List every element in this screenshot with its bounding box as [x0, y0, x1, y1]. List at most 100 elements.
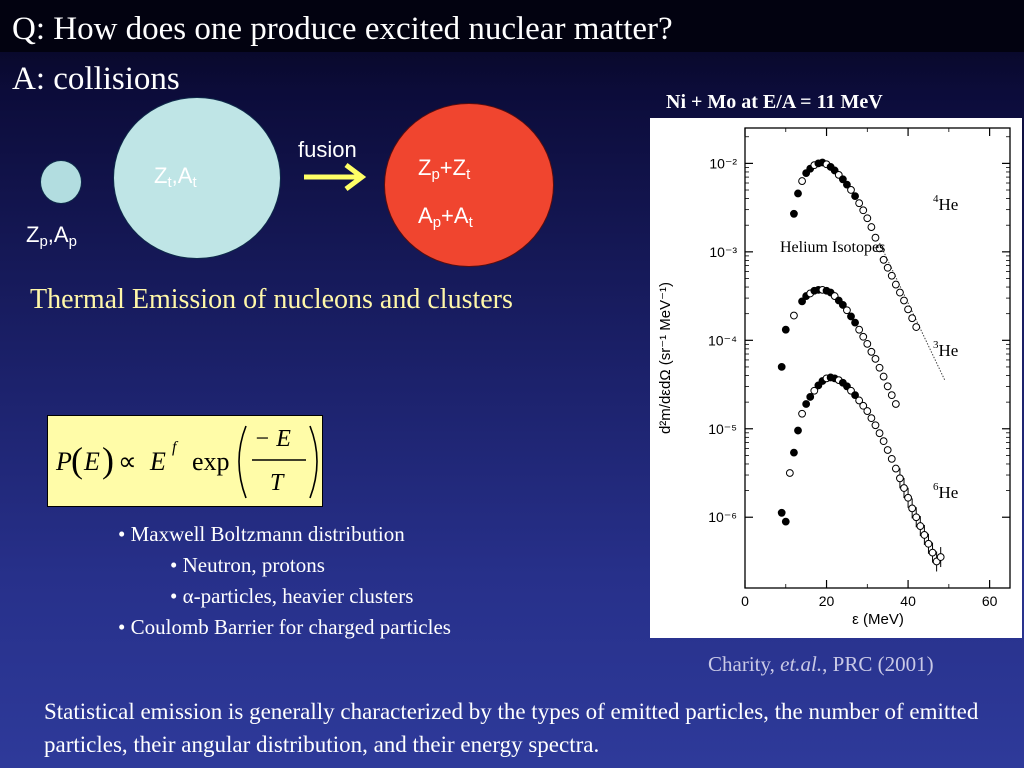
slide-title-question: Q: How does one produce excited nuclear …: [12, 11, 673, 47]
data-point: [891, 280, 900, 289]
data-point: [785, 469, 794, 477]
formula-denominator: T: [270, 470, 285, 496]
data-point: [896, 288, 904, 297]
data-point: [843, 180, 851, 189]
x-axis-label: ε (MeV): [852, 611, 904, 628]
projectile-label: Zp,Ap: [26, 222, 77, 250]
data-point: [871, 421, 880, 430]
x-tick-label: 20: [819, 593, 835, 609]
y-axis-label: d²m/dεdΩ (sr⁻¹ MeV⁻¹): [657, 282, 674, 434]
data-point: [912, 323, 921, 331]
data-point: [855, 396, 864, 405]
x-tick-label: 0: [741, 593, 749, 609]
y-tick-label: 10⁻⁶: [708, 509, 737, 525]
isotope-label: 3He: [933, 339, 958, 360]
data-point: [867, 347, 876, 356]
y-tick-label: 10⁻³: [709, 244, 737, 260]
data-point: [912, 513, 921, 522]
data-point: [859, 401, 868, 410]
data-point: [851, 192, 859, 201]
formula-E-power-base: E: [149, 447, 166, 476]
target-nucleus: [113, 97, 281, 259]
data-point: [798, 177, 806, 185]
data-point: [936, 553, 945, 561]
data-point: [847, 186, 855, 194]
data-point: [790, 209, 798, 218]
data-point: [781, 517, 790, 526]
compound-charge-label: Zp+Zt: [418, 155, 471, 183]
x-tick-label: 60: [982, 593, 998, 609]
fusion-arrow-icon: [304, 163, 367, 191]
slide-title-answer: A: collisions: [12, 61, 180, 97]
data-point: [900, 484, 908, 492]
data-point: [875, 363, 884, 372]
data-point: [794, 189, 802, 198]
helium-spectra-chart: 10⁻² 10⁻³ 10⁻⁴ 10⁻⁵ 10⁻⁶ 0 20 40 60 4He 3He 6He ε…: [657, 127, 1011, 628]
data-point: [790, 311, 798, 320]
formula-proportional: ∝: [118, 447, 137, 476]
title-band: [0, 0, 1024, 52]
data-point: [863, 339, 872, 348]
data-point: [883, 446, 892, 454]
figure-title: Ni + Mo at E/A = 11 MeV: [666, 91, 883, 113]
data-point: [855, 199, 864, 208]
data-point: [875, 244, 884, 253]
fit-line: [879, 242, 946, 381]
data-point: [863, 407, 872, 415]
data-point: [904, 493, 912, 502]
formula-exp: exp: [192, 447, 230, 476]
data-point: [887, 454, 896, 463]
data-point: [875, 429, 884, 438]
data-point: [896, 474, 904, 483]
bullet-item: • Neutron, protons: [170, 553, 325, 577]
data-point: [871, 233, 880, 242]
data-point: [871, 354, 880, 363]
data-point: [777, 508, 786, 517]
bullet-item: • Coulomb Barrier for charged particles: [118, 615, 451, 639]
data-point: [802, 400, 811, 408]
formula-E: E: [83, 447, 100, 476]
formula-numerator: − E: [254, 426, 291, 452]
summary-text: Statistical emission is generally charac…: [44, 699, 979, 757]
formula-box: P ( E ) ∝ E f exp − E T: [47, 415, 323, 507]
y-tick-label: 10⁻²: [709, 155, 737, 171]
data-point: [928, 548, 937, 557]
projectile-nucleus: [40, 160, 82, 204]
data-point: [798, 409, 806, 418]
data-point: [916, 522, 925, 530]
data-point: [777, 362, 786, 371]
data-point: [908, 504, 917, 513]
data-point: [847, 312, 855, 321]
data-point: [904, 305, 912, 314]
plot-frame: [744, 127, 1011, 589]
data-point: [781, 325, 790, 334]
data-point: [891, 400, 900, 408]
formula-P: P: [55, 447, 72, 476]
spectra-plot-panel: 10⁻² 10⁻³ 10⁻⁴ 10⁻⁵ 10⁻⁶ 0 20 40 60 4He 3He 6He ε…: [650, 118, 1022, 638]
bullet-item: • α-particles, heavier clusters: [170, 584, 414, 608]
isotope-label: 4He: [933, 193, 958, 214]
data-point: [843, 306, 851, 315]
data-point: [908, 314, 917, 323]
data-point: [851, 391, 859, 400]
data-point: [879, 372, 888, 381]
data-point: [806, 393, 815, 401]
data-point: [924, 539, 933, 548]
fusion-label: fusion: [298, 137, 357, 162]
y-tick-label: 10⁻⁵: [708, 421, 737, 437]
helium-isotopes-annotation: Helium Isotopes: [780, 239, 885, 256]
formula-close-paren: ): [102, 440, 114, 480]
target-label: Zt,At: [154, 163, 197, 191]
data-point: [838, 175, 847, 184]
data-point: [798, 297, 806, 306]
data-point: [891, 464, 900, 473]
formula-big-open-paren: [238, 425, 247, 499]
boltzmann-formula: P ( E ) ∝ E f exp − E T: [55, 425, 318, 499]
data-point: [810, 386, 819, 395]
bullet-item: • Maxwell Boltzmann distribution: [118, 522, 405, 546]
data-point: [859, 206, 868, 215]
data-point: [920, 531, 929, 539]
data-point: [851, 318, 859, 327]
formula-big-close-paren: [309, 425, 318, 499]
data-point: [855, 325, 864, 334]
